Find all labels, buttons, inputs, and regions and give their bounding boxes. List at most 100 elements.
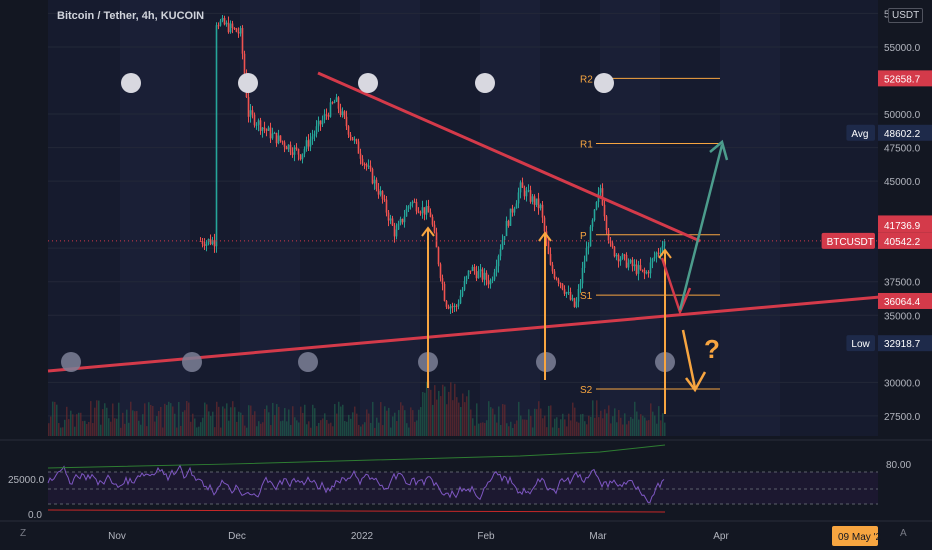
volume-bar xyxy=(332,426,334,436)
candle-body xyxy=(293,147,296,155)
volume-bar xyxy=(490,407,492,436)
auto-scale-icon[interactable]: A xyxy=(900,528,907,539)
volume-bar xyxy=(182,411,184,436)
volume-bar xyxy=(644,417,646,436)
candle-body xyxy=(353,139,356,141)
candle-body xyxy=(417,211,420,213)
volume-bar xyxy=(580,414,582,436)
volume-bar xyxy=(398,410,400,436)
volume-bar xyxy=(542,418,544,436)
volume-bar xyxy=(246,427,248,436)
unit-badge[interactable]: USDT xyxy=(888,8,924,23)
candle-body xyxy=(299,154,302,160)
projection-arrow-head xyxy=(658,248,672,259)
candle-body xyxy=(369,165,372,170)
event-circle xyxy=(238,73,258,93)
volume-bar xyxy=(396,421,398,436)
volume-bar xyxy=(110,421,112,436)
volume-bar xyxy=(612,416,614,436)
volume-bar xyxy=(352,412,354,436)
candle-body xyxy=(397,223,400,230)
candle-body xyxy=(389,218,392,221)
volume-bar xyxy=(212,411,214,436)
candle-body xyxy=(399,218,402,224)
volume-bar xyxy=(446,404,448,436)
candle-body xyxy=(449,306,452,309)
candle-body xyxy=(237,31,240,34)
zoom-icon[interactable]: Z xyxy=(20,528,27,539)
volume-bar xyxy=(586,424,588,436)
volume-bar xyxy=(468,390,470,436)
candle-body xyxy=(527,190,530,192)
volume-bar xyxy=(648,420,650,436)
volume-bar xyxy=(438,390,440,436)
volume-bar xyxy=(388,407,390,436)
volume-bar xyxy=(160,406,162,436)
volume-bar xyxy=(146,426,148,436)
candle-body xyxy=(591,220,594,227)
candle-body xyxy=(469,270,472,272)
candle-body xyxy=(261,127,264,131)
volume-bar xyxy=(216,401,218,436)
candle-body xyxy=(401,218,404,223)
volume-bar xyxy=(394,412,396,436)
candle-body xyxy=(347,126,350,135)
price-tag-value: 52658.7 xyxy=(884,74,921,85)
volume-bar xyxy=(370,422,372,436)
candle-body xyxy=(255,124,258,126)
candle-body xyxy=(433,224,436,233)
volume-bar xyxy=(66,406,68,436)
candle-body xyxy=(583,261,586,268)
candle-body xyxy=(605,216,608,231)
candle-body xyxy=(501,240,504,250)
candle-body xyxy=(657,252,660,254)
volume-bar xyxy=(248,405,250,436)
volume-bar xyxy=(94,407,96,436)
volume-bar xyxy=(646,420,648,436)
volume-bar xyxy=(278,406,280,436)
volume-bar xyxy=(258,421,260,436)
volume-bar xyxy=(106,407,108,436)
candle-body xyxy=(561,283,564,290)
volume-bar xyxy=(64,419,66,436)
candle-body xyxy=(377,189,380,195)
volume-bar xyxy=(420,407,422,436)
volume-bar xyxy=(466,396,468,436)
candle-body xyxy=(659,252,662,254)
volume-bar xyxy=(494,414,496,436)
candle-body xyxy=(585,247,588,262)
candle-body xyxy=(321,119,324,125)
volume-bar xyxy=(514,423,516,436)
session-band xyxy=(120,0,190,436)
volume-bar xyxy=(298,422,300,436)
candle-body xyxy=(273,132,276,134)
candle-body xyxy=(439,264,442,279)
volume-bar xyxy=(622,424,624,436)
candle-body xyxy=(451,306,454,308)
volume-bar xyxy=(120,427,122,436)
candle-body xyxy=(447,306,450,309)
volume-bar xyxy=(510,421,512,436)
event-circle xyxy=(121,73,141,93)
volume-bar xyxy=(156,416,158,436)
candle-body xyxy=(511,208,514,213)
candle-body xyxy=(421,207,424,213)
candle-body xyxy=(213,240,216,247)
volume-bar xyxy=(558,427,560,436)
price-tag-label: BTCUSDT xyxy=(827,237,874,248)
volume-bar xyxy=(330,422,332,436)
candle-body xyxy=(217,25,220,27)
candle-body xyxy=(381,191,384,199)
volume-bar xyxy=(408,427,410,436)
volume-bar xyxy=(538,401,540,436)
candle-body xyxy=(431,216,434,225)
candle-body xyxy=(231,23,234,29)
volume-bar xyxy=(134,411,136,436)
candle-body xyxy=(477,271,480,279)
price-tick-label: 30000.0 xyxy=(884,378,921,389)
volume-bar xyxy=(578,422,580,436)
volume-bar xyxy=(402,405,404,436)
chart-title: Bitcoin / Tether, 4h, KUCOIN xyxy=(57,10,205,22)
volume-bar xyxy=(274,415,276,436)
